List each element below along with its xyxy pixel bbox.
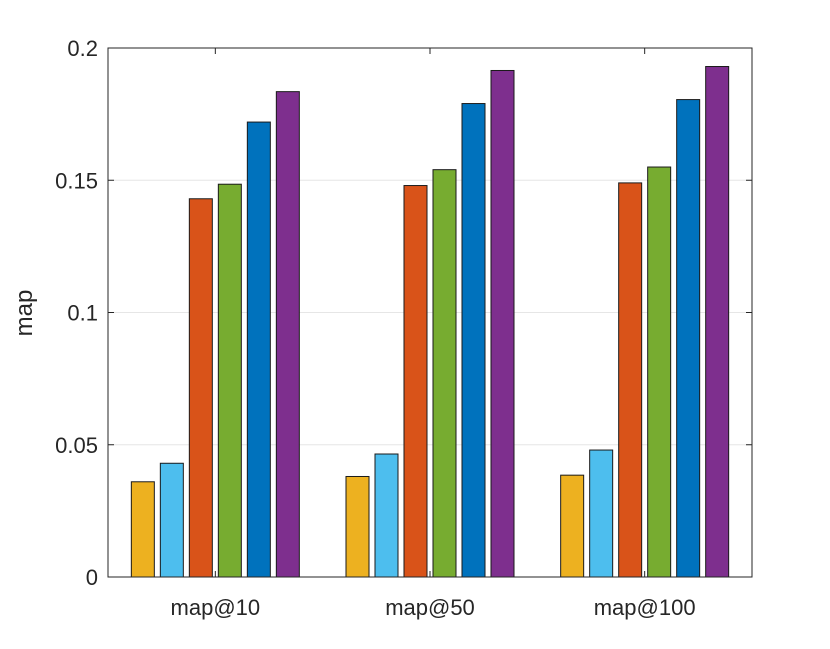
bar bbox=[130, 481, 155, 578]
bars-group bbox=[130, 66, 730, 578]
x-axis-ticks: map@10 map@50 map@100 bbox=[171, 48, 696, 620]
y-axis-ticks: 0 0.05 0.1 0.15 0.2 bbox=[55, 36, 752, 590]
y-tick-label: 0.2 bbox=[67, 36, 98, 61]
bar bbox=[618, 182, 643, 578]
y-tick-label: 0.05 bbox=[55, 433, 98, 458]
x-tick-label: map@100 bbox=[594, 595, 696, 620]
bar bbox=[275, 91, 300, 578]
bar bbox=[374, 453, 399, 578]
x-tick-label: map@10 bbox=[171, 595, 261, 620]
bar bbox=[461, 103, 486, 578]
y-tick-label: 0 bbox=[86, 565, 98, 590]
bar bbox=[159, 462, 184, 578]
bar bbox=[217, 183, 242, 578]
y-axis-label: map bbox=[11, 290, 38, 337]
bar bbox=[647, 166, 672, 578]
y-tick-label: 0.15 bbox=[55, 168, 98, 193]
bar bbox=[403, 185, 428, 578]
bar bbox=[589, 449, 614, 578]
bar bbox=[490, 69, 515, 578]
bar bbox=[432, 169, 457, 578]
x-tick-label: map@50 bbox=[385, 595, 475, 620]
bar bbox=[188, 198, 213, 578]
y-tick-label: 0.1 bbox=[67, 301, 98, 326]
bar bbox=[345, 475, 370, 578]
bar bbox=[676, 99, 701, 578]
bar bbox=[705, 66, 730, 578]
bar bbox=[246, 121, 271, 578]
bar bbox=[560, 474, 585, 578]
grid-lines bbox=[108, 179, 752, 446]
